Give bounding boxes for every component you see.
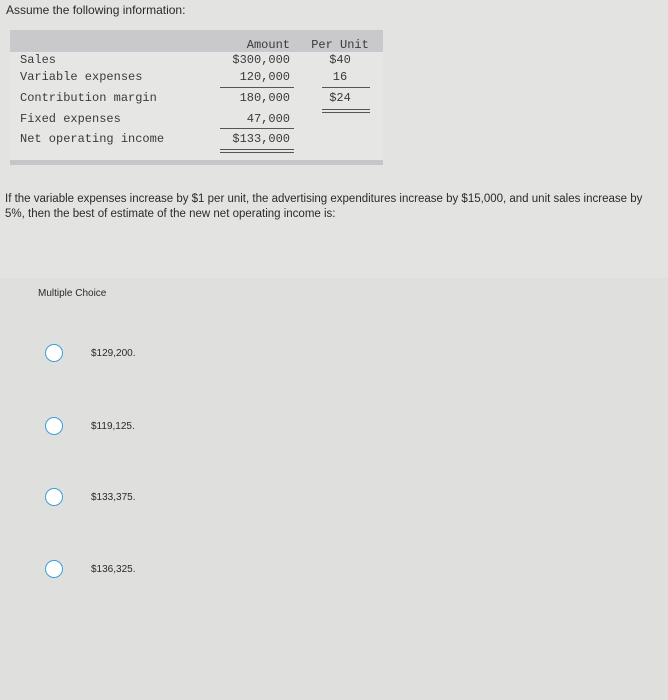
- radio-button[interactable]: [45, 560, 63, 578]
- income-statement-table: Amount Per Unit Sales $300,000 $40 Varia…: [10, 30, 383, 165]
- subtotal-rule: [220, 128, 294, 129]
- subtotal-rule: [220, 87, 294, 88]
- subtotal-rule: [322, 87, 370, 88]
- row-label: Contribution margin: [20, 91, 157, 105]
- choice-option-3[interactable]: $133,375.: [45, 488, 136, 506]
- row-amount: 47,000: [246, 112, 290, 126]
- table-bottom-band: [10, 160, 383, 165]
- choice-label: $119,125.: [91, 420, 135, 432]
- choice-label: $133,375.: [91, 491, 136, 503]
- total-double-rule: [322, 109, 370, 113]
- header-amount: Amount: [246, 38, 290, 52]
- row-label: Net operating income: [20, 132, 165, 146]
- row-label: Fixed expenses: [20, 112, 121, 126]
- choice-label: $129,200.: [91, 347, 136, 359]
- question-text: If the variable expenses increase by $1 …: [5, 193, 643, 220]
- row-per-unit: 16: [332, 70, 348, 84]
- row-label: Sales: [20, 53, 57, 67]
- row-amount: 180,000: [239, 91, 290, 105]
- row-amount: $133,000: [232, 132, 290, 146]
- row-per-unit: $24: [329, 91, 351, 105]
- intro-text: Assume the following information:: [6, 3, 186, 17]
- radio-button[interactable]: [45, 344, 63, 362]
- choice-option-4[interactable]: $136,325.: [45, 560, 136, 578]
- multiple-choice-panel: Multiple Choice $129,200. $119,125. $133…: [0, 278, 668, 700]
- choice-label: $136,325.: [91, 563, 136, 575]
- total-double-rule: [220, 149, 294, 153]
- header-per-unit: Per Unit: [311, 38, 369, 52]
- row-label: Variable expenses: [20, 70, 143, 84]
- row-amount: 120,000: [239, 70, 290, 84]
- choice-option-1[interactable]: $129,200.: [45, 344, 136, 362]
- radio-button[interactable]: [45, 417, 63, 435]
- table-header-band: [10, 30, 383, 52]
- row-amount: $300,000: [232, 53, 290, 67]
- radio-button[interactable]: [45, 488, 63, 506]
- choice-option-2[interactable]: $119,125.: [45, 417, 135, 435]
- multiple-choice-title: Multiple Choice: [38, 288, 107, 299]
- row-per-unit: $40: [329, 53, 351, 67]
